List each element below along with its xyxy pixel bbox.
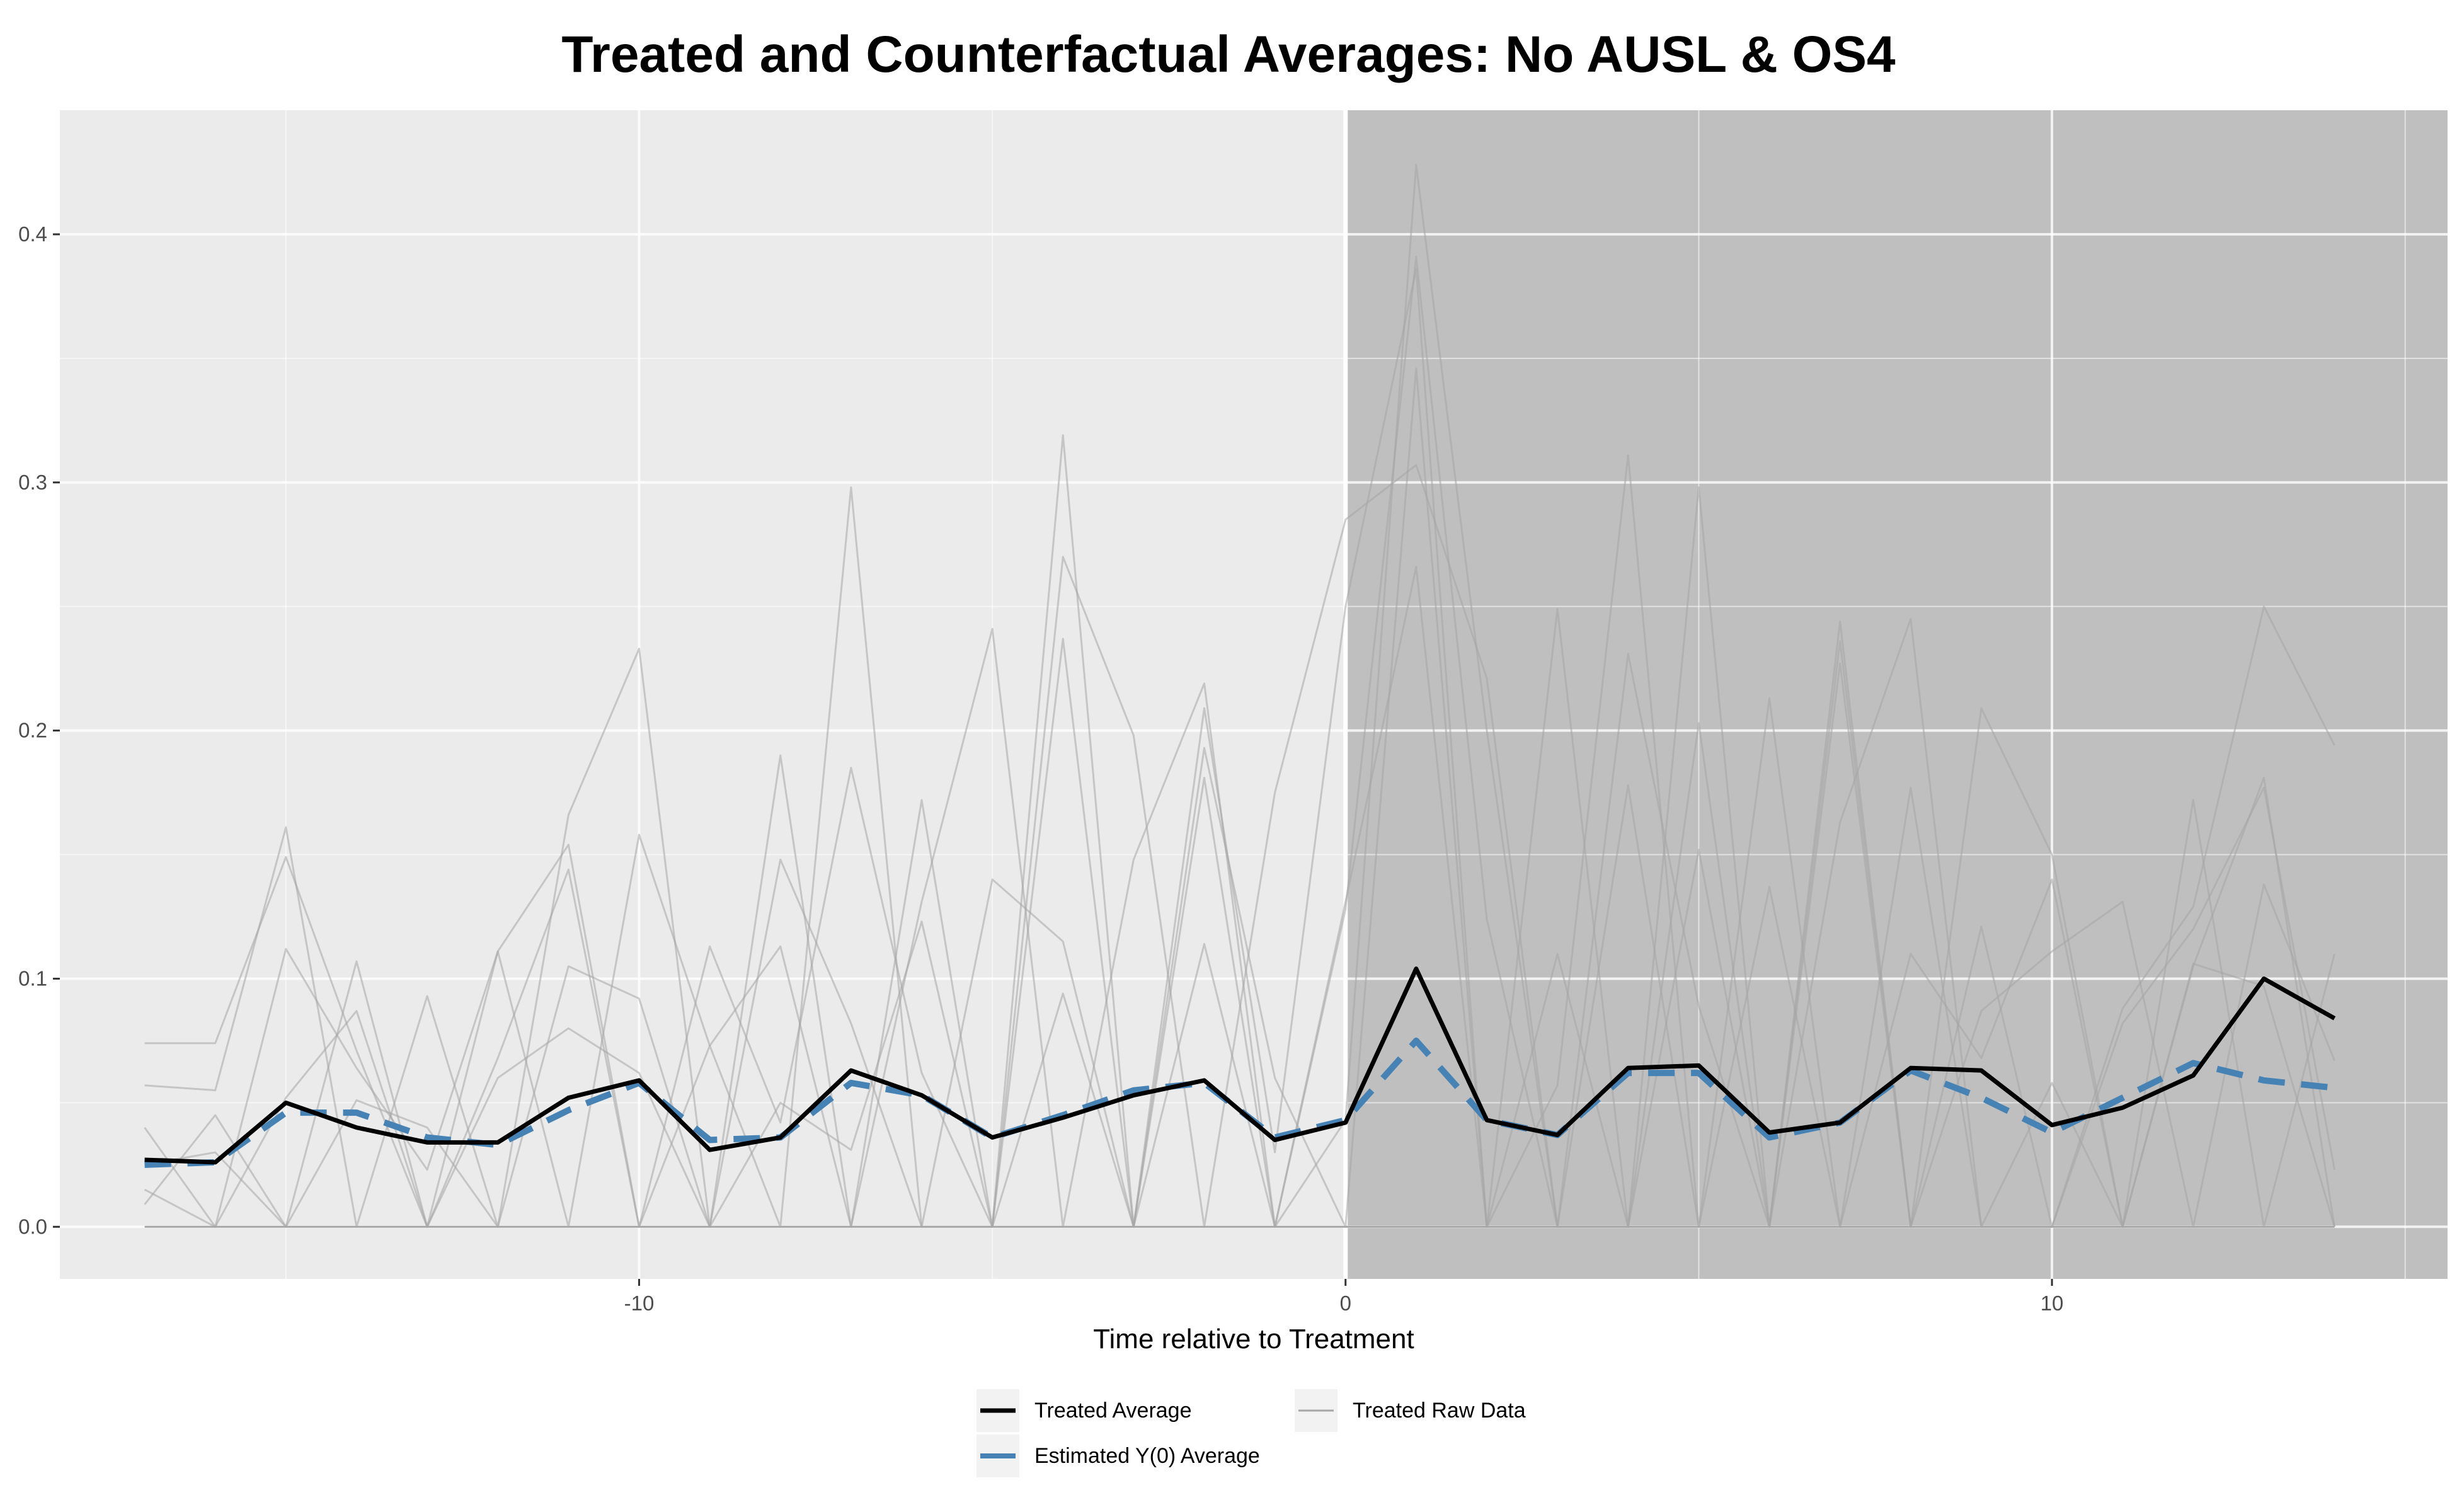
raw-data-line: [144, 566, 2336, 1228]
solid-line-swatch-icon: [980, 1408, 1016, 1413]
legend-key-treated-raw-data: [1295, 1389, 1337, 1432]
raw-data-lines: [144, 164, 2336, 1228]
legend-label-treated-average: Treated Average: [1034, 1398, 1192, 1423]
legend: Treated Average Treated Raw Data Estimat…: [976, 1389, 1606, 1490]
series-lines: [144, 966, 2336, 1168]
axes: -10 0 10 0.0 0.1 0.2 0.3 0.4: [18, 222, 2063, 1315]
legend-item-treated-average: Treated Average: [976, 1389, 1192, 1432]
chart-title: Treated and Counterfactual Averages: No …: [561, 26, 1896, 83]
post-treatment-shading: [1345, 110, 2448, 1279]
series-line-estimated-y0-average: [144, 1037, 2335, 1168]
raw-data-line: [144, 268, 2336, 1228]
x-tick-label: 10: [2041, 1292, 2064, 1315]
legend-key-estimated-y0: [976, 1435, 1019, 1477]
thin-line-swatch-icon: [1298, 1409, 1334, 1412]
raw-data-line: [144, 255, 2336, 1228]
legend-label-treated-raw-data: Treated Raw Data: [1353, 1398, 1526, 1423]
x-tick-label: -10: [624, 1292, 655, 1315]
raw-data-line: [144, 367, 2335, 1228]
legend-item-treated-raw-data: Treated Raw Data: [1295, 1389, 1526, 1432]
y-tick-label: 0.1: [18, 966, 47, 990]
y-tick-label: 0.0: [18, 1215, 47, 1238]
raw-data-line: [144, 464, 2336, 1228]
legend-key-treated-average: [976, 1389, 1019, 1432]
series-line-treated-average: [144, 966, 2336, 1165]
raw-data-line: [144, 164, 2335, 1228]
y-tick-label: 0.2: [18, 719, 47, 742]
x-tick-label: 0: [1340, 1292, 1351, 1315]
y-tick-label: 0.4: [18, 222, 47, 246]
x-axis-title: Time relative to Treatment: [1093, 1324, 1414, 1354]
y-tick-label: 0.3: [18, 471, 47, 494]
legend-item-estimated-y0: Estimated Y(0) Average: [976, 1435, 1260, 1477]
legend-label-estimated-y0: Estimated Y(0) Average: [1034, 1443, 1260, 1468]
dashed-line-swatch-icon: [980, 1453, 1016, 1458]
